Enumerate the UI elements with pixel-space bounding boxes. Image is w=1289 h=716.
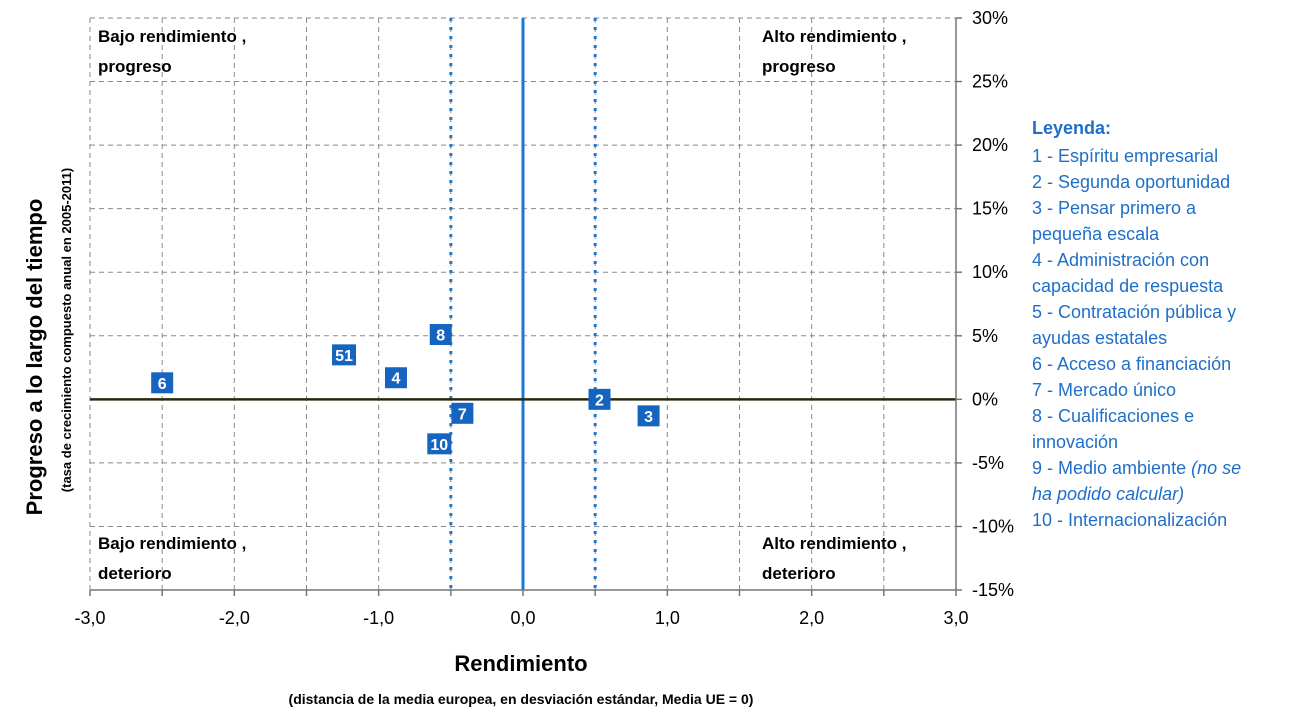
data-point-label: 3 — [644, 409, 653, 426]
data-point-label: 4 — [392, 371, 401, 388]
data-point-label: 10 — [430, 437, 448, 454]
legend-item-5: 5 - Contratación pública y ayudas estatal… — [1032, 302, 1237, 348]
quadrant-label-top-left: progreso — [98, 57, 172, 76]
legend-item-3: 3 - Pensar primero a pequeña escala — [1032, 198, 1197, 244]
legend-item-10: 10 - Internacionalización — [1032, 510, 1228, 530]
legend-item-4: 4 - Administración con capacidad de respu… — [1032, 250, 1224, 296]
quadrant-label-bottom-left: Bajo rendimiento , — [98, 534, 246, 553]
data-point-marker — [588, 388, 611, 410]
x-tick-label: 3,0 — [943, 608, 968, 628]
x-tick-label: -3,0 — [74, 608, 105, 628]
x-tick-label: 1,0 — [655, 608, 680, 628]
y-tick-label: -10% — [972, 516, 1014, 536]
x-tick-label: -1,0 — [363, 608, 394, 628]
y-tick-label: 20% — [972, 135, 1008, 155]
legend: Leyenda: 1 - Espíritu empresarial 2 - Se… — [1032, 115, 1282, 533]
data-point-label: 7 — [458, 406, 467, 423]
axes: -3,0 -2,0 -1,0 0,0 1,0 2,0 3,030%25%20%15%10%5… — [74, 8, 1014, 628]
axis-titles: Rendimiento (distancia de la media europ… — [22, 168, 753, 707]
legend-item-7: 7 - Mercado único — [1032, 380, 1177, 400]
quadrant-label-top-right: Alto rendimiento , — [762, 27, 907, 46]
y-tick-label: 15% — [972, 199, 1008, 219]
y-tick-label: 10% — [972, 262, 1008, 282]
data-point-marker — [451, 402, 474, 424]
y-tick-label: 30% — [972, 8, 1008, 28]
legend-item-2: 2 - Segunda oportunidad — [1032, 172, 1231, 192]
quadrant-label-top-left: Bajo rendimiento , — [98, 27, 246, 46]
quadrant-label-bottom-right: deterioro — [762, 564, 836, 583]
data-point-label: 6 — [158, 376, 167, 393]
data-point-marker — [427, 433, 452, 455]
quadrant-label-bottom-right: Alto rendimiento , — [762, 534, 907, 553]
y-tick-label: -5% — [972, 453, 1004, 473]
data-point-marker — [384, 367, 407, 389]
data-point-marker — [637, 405, 660, 427]
y-axis-title: Progreso a lo largo del tiempo — [22, 199, 47, 516]
quadrant-label-top-right: progreso — [762, 57, 836, 76]
x-tick-label: 2,0 — [799, 608, 824, 628]
y-tick-label: 25% — [972, 72, 1008, 92]
data-point-marker — [429, 324, 452, 346]
quadrant-label-bottom-left: deterioro — [98, 564, 172, 583]
data-point-label: 8 — [436, 328, 445, 345]
x-axis-subtitle: (distancia de la media europea, en desvi… — [289, 691, 754, 707]
legend-item-8: 8 - Cualificaciones e innovación — [1032, 406, 1195, 452]
quadrant-labels: Bajo rendimiento , progreso Alto rendimien… — [98, 27, 907, 583]
y-tick-label: 0% — [972, 389, 998, 409]
legend-title: Leyenda: — [1032, 118, 1112, 138]
y-axis-subtitle: (tasa de crecimiento compuesto anual en … — [59, 168, 74, 492]
data-point-label: 51 — [335, 348, 353, 365]
data-point-marker — [151, 372, 174, 394]
data-points: 6 51 4 8 7 10 2 3 — [151, 324, 660, 455]
y-tick-label: 5% — [972, 326, 998, 346]
legend-item-1: 1 - Espíritu empresarial — [1032, 146, 1219, 166]
x-tick-label: -2,0 — [219, 608, 250, 628]
data-point-label: 2 — [595, 392, 604, 409]
data-point-marker — [332, 344, 357, 366]
x-axis-title: Rendimiento — [454, 651, 587, 676]
x-tick-label: 0,0 — [510, 608, 535, 628]
reference-lines — [90, 18, 956, 590]
y-tick-label: -15% — [972, 580, 1014, 600]
legend-item-9: 9 - Medio ambiente (no se ha podido calcu… — [1032, 458, 1242, 504]
legend-item-6: 6 - Acceso a financiación — [1032, 354, 1232, 374]
